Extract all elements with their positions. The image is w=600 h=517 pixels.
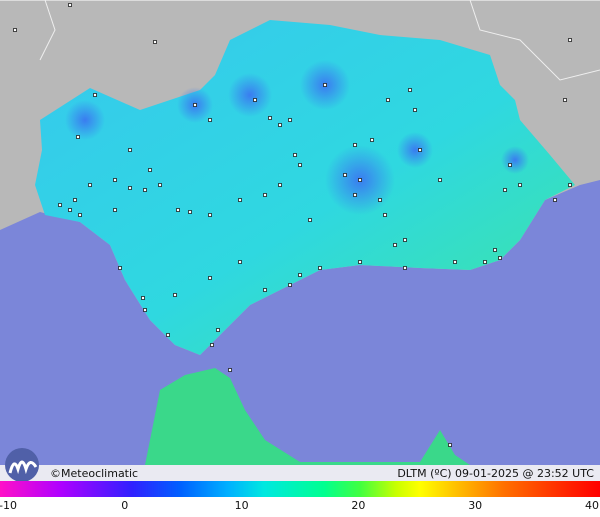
station [393,243,397,247]
logo [5,448,39,482]
blob [65,100,105,140]
station [408,88,412,92]
blob [228,73,272,117]
station [166,333,170,337]
station [208,118,212,122]
station [113,178,117,182]
station [308,218,312,222]
scale-tick-label: 30 [468,499,483,512]
station [143,188,147,192]
border [39,0,600,81]
station [73,198,77,202]
station [278,123,282,127]
station [553,198,557,202]
station [438,178,442,182]
station [93,93,97,97]
station [418,148,422,152]
station [403,238,407,242]
station [68,3,72,7]
station [448,443,452,447]
station [128,148,132,152]
station [343,173,347,177]
station [293,153,297,157]
station [118,266,122,270]
station [268,116,272,120]
scale-tick-label: 20 [351,499,366,512]
station [143,308,147,312]
station [323,83,327,87]
station [453,260,457,264]
station [493,248,497,252]
station [483,260,487,264]
station [358,260,362,264]
station [378,198,382,202]
scale-tick-label: 40 [585,499,599,512]
station [88,183,92,187]
scale-tick-label: -10 [0,499,17,512]
station [358,178,362,182]
station [503,188,507,192]
station [238,198,242,202]
station [158,183,162,187]
info-strip [0,465,600,481]
scale-tick-label: 10 [234,499,249,512]
map [0,0,600,465]
station [563,98,567,102]
station [386,98,390,102]
blob [501,146,529,174]
sea [0,180,600,465]
station [263,193,267,197]
africa [145,368,470,465]
station [208,276,212,280]
station [148,168,152,172]
station [113,208,117,212]
station [568,183,572,187]
station [288,283,292,287]
scale-tick-label: 0 [121,499,129,512]
station [193,103,197,107]
station [141,296,145,300]
station [216,328,220,332]
stations [13,3,572,447]
station [278,183,282,187]
station [508,163,512,167]
station [263,288,267,292]
station [13,28,17,32]
station [288,118,292,122]
station [353,143,357,147]
logo-mark [8,460,38,475]
station [176,208,180,212]
station [68,208,72,212]
station [568,38,572,42]
region [35,20,575,355]
station [188,210,192,214]
station [298,273,302,277]
station [498,256,502,260]
station [518,183,522,187]
station [298,163,302,167]
station [76,135,80,139]
station [153,40,157,44]
station [78,213,82,217]
logo-circle [5,448,39,482]
caption: DLTM (ºC) 09-01-2025 @ 23:52 UTC [397,467,594,480]
station [253,98,257,102]
blob [397,132,433,168]
station [208,213,212,217]
credit: ©Meteoclimatic [50,467,139,480]
station [318,266,322,270]
station [403,266,407,270]
station [383,213,387,217]
station [210,343,214,347]
station [173,293,177,297]
station [238,260,242,264]
station [413,108,417,112]
station [128,186,132,190]
station [353,193,357,197]
station [58,203,62,207]
color-scale [0,481,600,497]
station [370,138,374,142]
station [228,368,232,372]
